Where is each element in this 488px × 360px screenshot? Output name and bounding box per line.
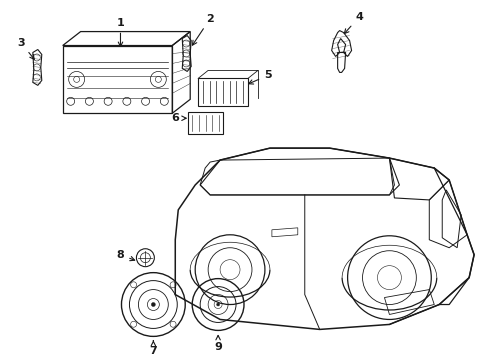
Text: 4: 4 (344, 12, 363, 33)
Text: 1: 1 (116, 18, 124, 46)
Circle shape (216, 303, 219, 306)
Text: 5: 5 (248, 71, 271, 84)
Text: 8: 8 (116, 250, 134, 261)
Text: 2: 2 (192, 14, 214, 45)
Text: 9: 9 (214, 336, 222, 352)
Circle shape (151, 302, 155, 306)
Text: 7: 7 (149, 341, 157, 356)
Text: 3: 3 (17, 37, 34, 59)
Text: 6: 6 (171, 113, 186, 123)
